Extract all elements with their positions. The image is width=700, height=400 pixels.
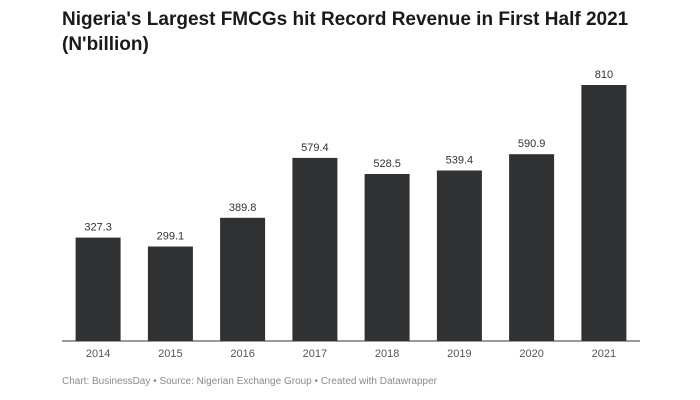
x-tick-label-2021: 2021 — [592, 348, 616, 360]
footer-separator: • — [150, 376, 160, 387]
footer-credit: Chart: BusinessDay — [62, 376, 151, 387]
bar-2018 — [364, 174, 410, 341]
footer-separator: • — [311, 376, 321, 387]
value-labels-layer: 327.3 299.1 389.8 579.4 528.5 539.4 590.9 810 — [84, 69, 613, 243]
x-tick-label-2019: 2019 — [447, 348, 471, 360]
chart-footer: Chart: BusinessDay • Source: Nigerian Ex… — [62, 376, 437, 387]
bar-2015 — [147, 246, 193, 341]
footer-source: Source: Nigerian Exchange Group — [159, 376, 312, 387]
value-label-2016: 389.8 — [229, 202, 257, 214]
x-tick-label-2015: 2015 — [158, 348, 182, 360]
value-label-2021: 810 — [595, 69, 613, 81]
bar-2019 — [436, 170, 482, 341]
value-label-2015: 299.1 — [157, 231, 185, 243]
value-label-2020: 590.9 — [518, 138, 546, 150]
chart-title: Nigeria's Largest FMCGs hit Record Reven… — [62, 9, 629, 55]
x-tick-label-2020: 2020 — [519, 348, 543, 360]
value-label-2019: 539.4 — [446, 155, 474, 167]
bar-2021 — [581, 85, 627, 341]
value-label-2014: 327.3 — [84, 222, 112, 234]
x-tick-label-2014: 2014 — [86, 348, 110, 360]
x-tick-label-2018: 2018 — [375, 348, 399, 360]
bar-2017 — [292, 157, 338, 341]
x-tick-labels-layer: 2014 2015 2016 2017 2018 2019 2020 2021 — [86, 348, 616, 360]
x-tick-label-2017: 2017 — [303, 348, 327, 360]
bar-2016 — [220, 217, 266, 341]
bar-2014 — [75, 237, 121, 341]
value-label-2018: 528.5 — [373, 158, 401, 170]
x-tick-label-2016: 2016 — [230, 348, 254, 360]
footer-tool: Created with Datawrapper — [320, 376, 437, 387]
bars-layer — [75, 85, 627, 341]
bar-2020 — [509, 154, 555, 341]
value-label-2017: 579.4 — [301, 142, 329, 154]
